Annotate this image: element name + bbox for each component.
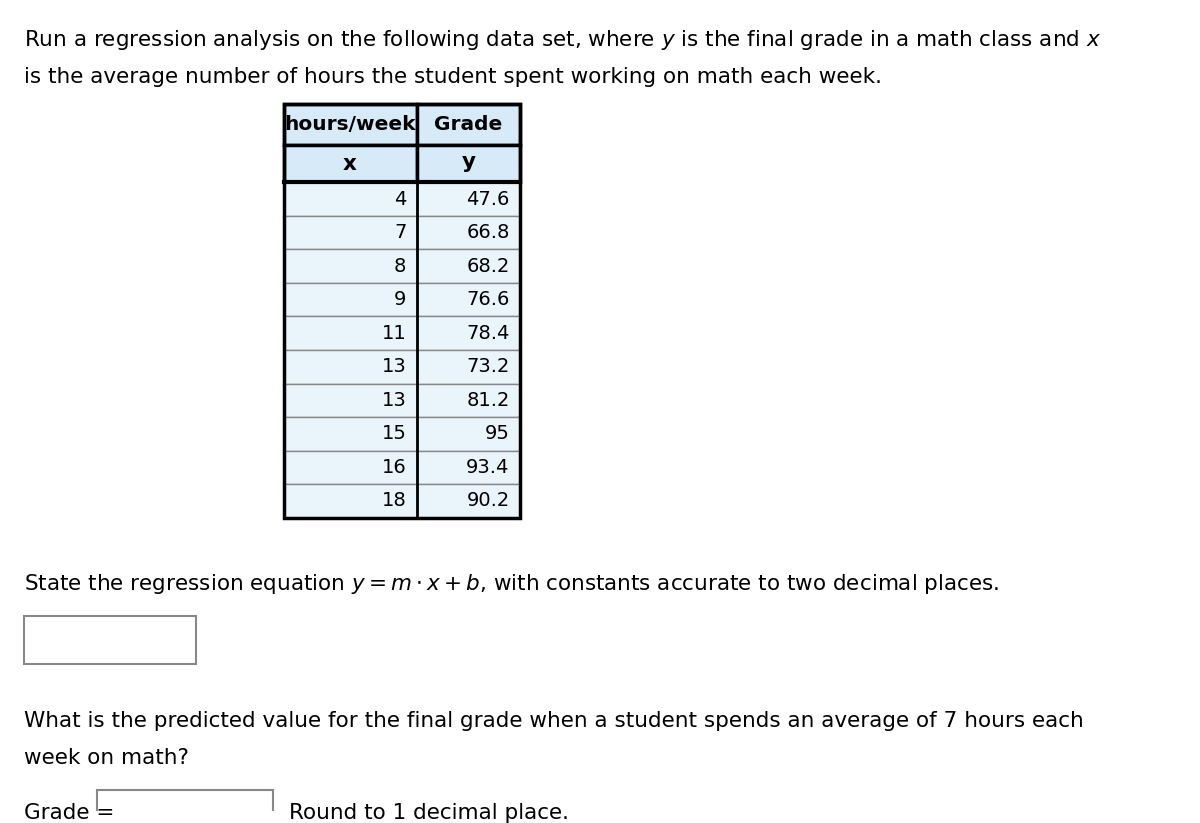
Bar	[24, 616, 196, 663]
Text: 16: 16	[382, 458, 407, 477]
Text: 15: 15	[382, 425, 407, 444]
Text: 7: 7	[394, 223, 407, 242]
Bar	[416, 350, 520, 384]
Bar	[283, 450, 416, 484]
Text: $\mathbf{y}$: $\mathbf{y}$	[461, 154, 476, 174]
Text: 66.8: 66.8	[467, 223, 510, 242]
Bar	[416, 384, 520, 417]
Text: $\mathbf{x}$: $\mathbf{x}$	[342, 154, 358, 174]
Bar	[416, 249, 520, 283]
Bar	[283, 350, 416, 384]
Bar	[97, 790, 274, 823]
Bar	[416, 417, 520, 450]
Bar	[283, 283, 416, 317]
Bar	[283, 484, 416, 518]
Bar	[283, 216, 416, 249]
Bar	[416, 317, 520, 350]
Text: 8: 8	[394, 257, 407, 276]
Text: 93.4: 93.4	[467, 458, 510, 477]
Bar	[416, 216, 520, 249]
Bar	[283, 417, 416, 450]
Bar	[283, 249, 416, 283]
Text: 18: 18	[382, 491, 407, 510]
Bar	[283, 384, 416, 417]
Text: Round to 1 decimal place.: Round to 1 decimal place.	[289, 803, 569, 823]
Text: 9: 9	[394, 291, 407, 309]
Text: Grade =: Grade =	[24, 803, 114, 823]
Bar	[283, 145, 416, 183]
Text: State the regression equation $y = m \cdot x + b$, with constants accurate to tw: State the regression equation $y = m \cd…	[24, 572, 1000, 596]
Bar	[283, 104, 520, 518]
Text: 13: 13	[382, 391, 407, 410]
Bar	[283, 183, 416, 216]
Text: 76.6: 76.6	[467, 291, 510, 309]
Text: 81.2: 81.2	[467, 391, 510, 410]
Text: is the average number of hours the student spent working on math each week.: is the average number of hours the stude…	[24, 67, 882, 87]
Text: Run a regression analysis on the following data set, where $y$ is the final grad: Run a regression analysis on the followi…	[24, 28, 1102, 52]
Text: 95: 95	[485, 425, 510, 444]
Bar	[283, 317, 416, 350]
Bar	[283, 104, 416, 145]
Bar	[416, 183, 520, 216]
Text: hours/week: hours/week	[284, 114, 416, 133]
Text: 4: 4	[394, 189, 407, 209]
Bar	[416, 104, 520, 145]
Text: 47.6: 47.6	[467, 189, 510, 209]
Text: 11: 11	[382, 323, 407, 342]
Bar	[416, 283, 520, 317]
Bar	[416, 450, 520, 484]
Text: week on math?: week on math?	[24, 748, 188, 769]
Text: 68.2: 68.2	[467, 257, 510, 276]
Text: What is the predicted value for the final grade when a student spends an average: What is the predicted value for the fina…	[24, 711, 1084, 731]
Text: 78.4: 78.4	[467, 323, 510, 342]
Text: 13: 13	[382, 357, 407, 376]
Text: 73.2: 73.2	[467, 357, 510, 376]
Text: 90.2: 90.2	[467, 491, 510, 510]
Bar	[416, 484, 520, 518]
Bar	[416, 145, 520, 183]
Text: Grade: Grade	[434, 114, 503, 133]
